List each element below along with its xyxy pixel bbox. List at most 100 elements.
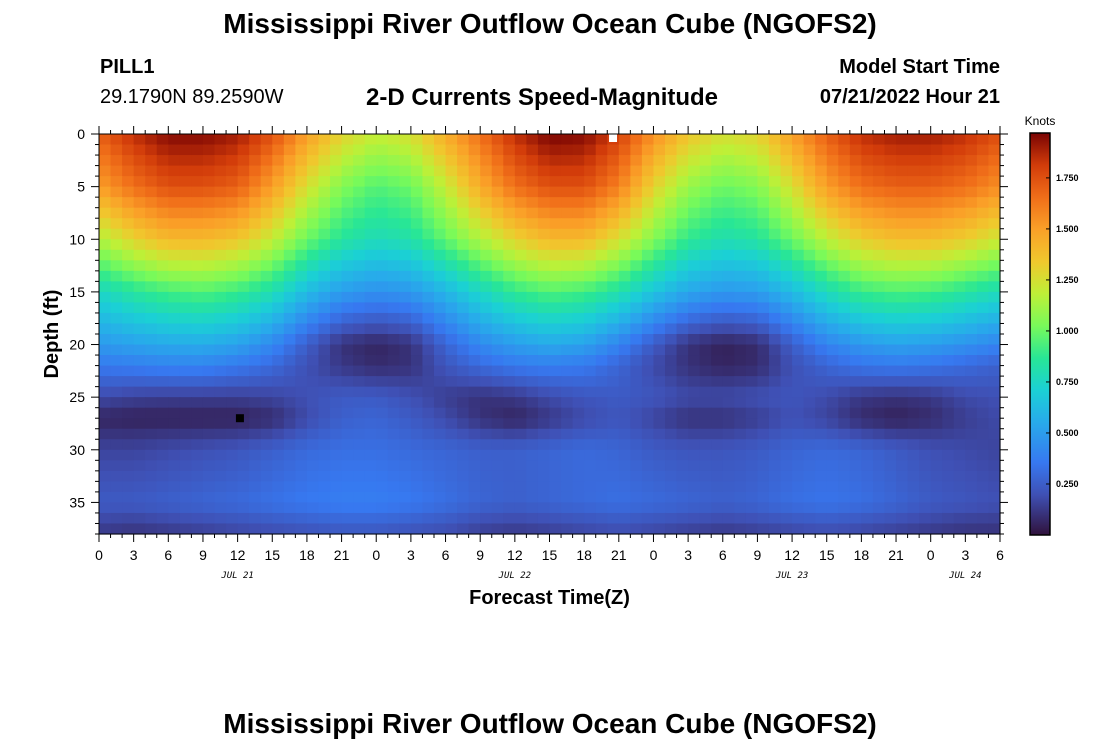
heatmap-cell [353, 218, 366, 230]
heatmap-cell [711, 449, 724, 461]
heatmap-cell [641, 249, 655, 261]
heatmap-cell [514, 470, 527, 482]
heatmap-cell [976, 502, 990, 514]
heatmap-cell [942, 176, 955, 188]
heatmap-cell [688, 449, 701, 461]
heatmap-cell [607, 491, 620, 504]
heatmap-cell [387, 502, 400, 514]
heatmap-cell [549, 260, 562, 272]
heatmap-cell [780, 365, 793, 377]
heatmap-cell [572, 144, 585, 156]
heatmap-cell [260, 334, 273, 346]
heatmap-cell [410, 302, 424, 314]
heatmap-cell [838, 344, 851, 356]
heatmap-cell [976, 418, 990, 430]
heatmap-cell [572, 523, 585, 535]
heatmap-cell [641, 386, 655, 398]
heatmap-cell [353, 134, 366, 146]
heatmap-cell [803, 165, 816, 177]
heatmap-cell [537, 281, 551, 293]
heatmap-cell [110, 207, 123, 219]
heatmap-cell [768, 302, 782, 314]
heatmap-cell [537, 470, 551, 482]
heatmap-cell [364, 176, 377, 188]
heatmap-cell [930, 197, 943, 209]
heatmap-cell [272, 302, 285, 314]
heatmap-cell [618, 270, 631, 282]
heatmap-cell [595, 165, 608, 177]
heatmap-cell [306, 407, 320, 419]
heatmap-cell [318, 407, 331, 419]
heatmap-cell [768, 165, 782, 177]
heatmap-cell [341, 512, 354, 525]
heatmap-cell [399, 491, 412, 504]
heatmap-cell [884, 260, 897, 272]
heatmap-cell [792, 334, 805, 346]
heatmap-cell [526, 523, 539, 535]
heatmap-cell [734, 134, 747, 146]
heatmap-cell [919, 439, 932, 451]
heatmap-cell [433, 523, 447, 535]
heatmap-cell [283, 197, 296, 209]
heatmap-cell [641, 312, 655, 325]
heatmap-cell [803, 260, 816, 272]
heatmap-cell [607, 281, 620, 293]
heatmap-cell [942, 165, 955, 177]
heatmap-cell [745, 523, 759, 535]
heatmap-cell [734, 407, 747, 419]
heatmap-cell [896, 260, 909, 272]
heatmap-cell [457, 186, 470, 198]
heatmap-cell [595, 523, 608, 535]
heatmap-cell [988, 460, 1001, 472]
heatmap-cell [445, 186, 458, 198]
heatmap-cell [803, 302, 816, 314]
heatmap-cell [757, 449, 770, 461]
heatmap-cell [930, 344, 943, 356]
heatmap-cell [99, 291, 112, 304]
heatmap-cell [133, 302, 146, 314]
heatmap-cell [572, 323, 585, 335]
heatmap-cell [237, 134, 250, 146]
heatmap-cell [260, 470, 273, 482]
heatmap-cell [872, 302, 886, 314]
heatmap-cell [330, 165, 343, 177]
heatmap-cell [156, 397, 169, 409]
heatmap-cell [792, 197, 805, 209]
heatmap-cell [757, 228, 770, 240]
heatmap-cell [99, 397, 112, 409]
heatmap-cell [872, 428, 886, 440]
heatmap-cell [168, 218, 181, 230]
heatmap-cell [387, 144, 400, 156]
heatmap-cell [561, 439, 574, 451]
heatmap-cell [861, 249, 874, 261]
heatmap-cell [676, 134, 689, 146]
heatmap-cell [988, 239, 1001, 251]
heatmap-cell [838, 386, 851, 398]
heatmap-cell [99, 449, 112, 461]
heatmap-cell [295, 218, 308, 230]
heatmap-cell [630, 481, 643, 493]
heatmap-cell [480, 460, 493, 472]
heatmap-cell [514, 302, 527, 314]
heatmap-cell [202, 176, 216, 188]
heatmap-cell [676, 291, 689, 304]
heatmap-cell [826, 407, 839, 419]
heatmap-cell [630, 407, 643, 419]
heatmap-cell [803, 144, 816, 156]
heatmap-cell [953, 134, 966, 146]
heatmap-cell [122, 481, 135, 493]
heatmap-cell [387, 376, 400, 388]
heatmap-cell [549, 281, 562, 293]
heatmap-cell [630, 386, 643, 398]
heatmap-cell [422, 502, 435, 514]
heatmap-cell [318, 134, 331, 146]
heatmap-cell [561, 144, 574, 156]
heatmap-cell [792, 481, 805, 493]
heatmap-cell [630, 428, 643, 440]
heatmap-cell [156, 134, 169, 146]
heatmap-cell [445, 470, 458, 482]
heatmap-cell [815, 155, 828, 167]
heatmap-cell [376, 407, 389, 419]
colorbar-tick-label: 1.250 [1056, 275, 1079, 285]
heatmap-cell [988, 523, 1001, 535]
